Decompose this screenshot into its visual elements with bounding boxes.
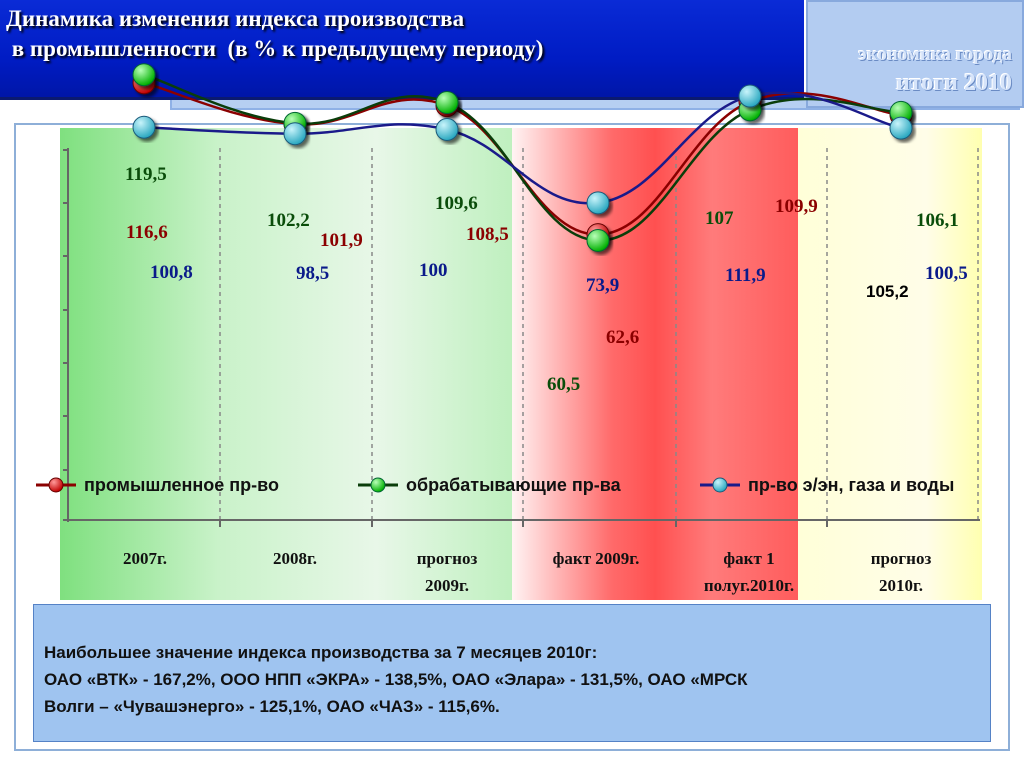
data-point-manufacturing (132, 63, 156, 87)
legend-marker-cyan-icon (700, 477, 740, 493)
data-label: 106,1 (916, 210, 959, 231)
data-label: 98,5 (296, 263, 329, 284)
note-box: Наибольшее значение индекса производства… (33, 604, 991, 742)
data-label: 108,5 (466, 224, 509, 245)
data-label: 100,8 (150, 262, 193, 283)
data-point-utilities (738, 84, 762, 108)
data-label: 119,5 (125, 164, 167, 185)
x-tick-label: факт 2009г. (552, 549, 640, 568)
data-point-manufacturing (435, 91, 459, 115)
data-label: 102,2 (267, 210, 310, 231)
title-banner: Динамика изменения индекса производства … (0, 0, 804, 100)
page-title-line-1: Динамика изменения индекса производства (6, 6, 465, 31)
data-label: 60,5 (547, 374, 580, 395)
chart-legend: промышленное пр-во обрабатывающие пр-ва … (36, 470, 1008, 500)
x-tick-label: прогноз 2009г. (416, 549, 478, 595)
legend-label-manufacturing: обрабатывающие пр-ва (406, 474, 621, 495)
data-point-utilities (435, 118, 459, 141)
note-line-2: ОАО «ВТК» - 167,2%, ООО НПП «ЭКРА» - 138… (44, 670, 748, 689)
bg-band-yellow (798, 128, 982, 600)
legend-marker-red-icon (36, 477, 76, 493)
data-label: 109,9 (775, 196, 818, 217)
legend-item-manufacturing: обрабатывающие пр-ва (358, 470, 621, 500)
data-label: 116,6 (126, 222, 168, 243)
legend-marker-green-icon (358, 477, 398, 493)
series-line-utilities (143, 91, 902, 205)
legend-label-industry: промышленное пр-во (84, 474, 279, 495)
series-points (132, 63, 913, 252)
legend-item-industry: промышленное пр-во (36, 470, 279, 500)
x-tick-label: 2008г. (272, 549, 318, 568)
data-point-utilities (889, 116, 913, 140)
bg-band-green (60, 128, 512, 600)
chart-axes (63, 148, 980, 527)
chart-grid (219, 148, 979, 520)
legend-item-utilities: пр-во э/эн, газа и воды (700, 470, 954, 500)
data-labels: 119,5 116,6 100,8 102,2 101,9 98,5 109,6 108,5 1… (125, 164, 968, 395)
data-label: 100 (419, 260, 448, 281)
brand-line-1: экономика города (858, 44, 1012, 65)
note-line-3: Волги – «Чувашэнерго» - 125,1%, ОАО «ЧАЗ… (44, 697, 500, 716)
note-line-1: Наибольшее значение индекса производства… (44, 643, 598, 662)
data-label: 111,9 (725, 265, 766, 286)
chart-background (60, 128, 982, 600)
x-tick-label: прогноз 2010г. (870, 549, 932, 595)
data-label: 107 (705, 208, 734, 229)
data-label: 105,2 (866, 282, 909, 301)
page-title-line-2: в промышленности (в % к предыдущему пери… (6, 36, 544, 61)
data-point-utilities (132, 115, 156, 139)
data-label: 73,9 (586, 275, 619, 296)
brand-box: экономика города итоги 2010 (806, 0, 1024, 108)
x-tick-label: 2007г. (122, 549, 168, 568)
x-tick-label: факт 1 полуг.2010г. (703, 549, 795, 595)
brand-line-2: итоги 2010 (895, 70, 1012, 96)
data-point-utilities (283, 122, 307, 146)
data-point-manufacturing (586, 228, 610, 252)
data-point-utilities (586, 191, 610, 215)
data-label: 101,9 (320, 230, 363, 251)
legend-label-utilities: пр-во э/эн, газа и воды (748, 474, 955, 495)
data-label: 109,6 (435, 193, 478, 214)
data-label: 62,6 (606, 327, 639, 348)
data-label: 100,5 (925, 263, 968, 284)
